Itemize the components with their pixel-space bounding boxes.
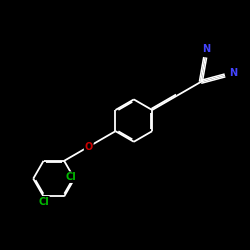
Text: O: O <box>84 142 93 152</box>
Text: N: N <box>229 68 237 78</box>
Text: Cl: Cl <box>38 197 49 207</box>
Text: N: N <box>202 44 211 54</box>
Text: Cl: Cl <box>66 172 76 182</box>
